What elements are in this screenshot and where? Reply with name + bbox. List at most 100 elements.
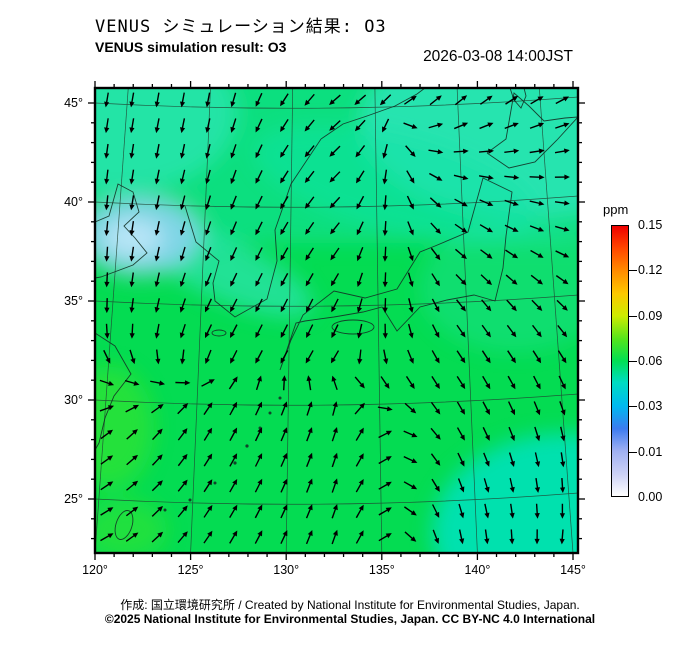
wind-arrow (428, 122, 444, 129)
wind-arrow (509, 478, 515, 493)
wind-arrow (429, 197, 442, 208)
wind-arrow (229, 530, 238, 544)
wind-arrow (330, 247, 340, 261)
wind-arrow (482, 427, 490, 441)
wind-arrow (405, 145, 416, 157)
wind-arrow (530, 274, 543, 285)
wind-arrow (508, 426, 515, 442)
wind-arrow (355, 427, 364, 441)
wind-arrow (304, 145, 315, 158)
wind-arrow (179, 246, 186, 262)
wind-arrow (560, 478, 566, 493)
wind-arrow (355, 479, 364, 493)
wind-arrow (100, 481, 114, 491)
wind-arrow (330, 350, 340, 364)
wind-arrow (177, 403, 189, 415)
wind-arrow (430, 247, 441, 261)
wind-arrow (457, 478, 465, 493)
x-tick-label: 130° (273, 563, 300, 577)
wind-arrow (104, 118, 110, 134)
wind-arrow (430, 453, 441, 466)
wind-arrow (126, 480, 139, 491)
wind-arrow (534, 529, 540, 545)
wind-arrow (254, 504, 263, 519)
wind-arrow (154, 143, 160, 159)
wind-arrow (380, 376, 390, 389)
wind-arrow (155, 349, 161, 365)
wind-arrow (554, 148, 570, 154)
wind-arrow (458, 529, 465, 545)
wind-arrow (429, 95, 442, 106)
wind-arrow (329, 171, 341, 183)
wind-arrow (230, 195, 237, 210)
wind-arrow (506, 324, 517, 338)
colorbar-tick-label: 0.09 (638, 308, 663, 323)
wind-arrow (151, 480, 163, 492)
wind-arrow (154, 246, 160, 262)
wind-arrow (357, 323, 363, 339)
wind-arrow (124, 380, 140, 386)
page-title-english: VENUS simulation result: O3 (95, 39, 287, 55)
wind-arrow (205, 324, 213, 339)
wind-arrow (125, 532, 139, 542)
wind-arrow (404, 506, 417, 516)
wind-arrow (332, 401, 338, 416)
wind-arrow (555, 275, 569, 285)
wind-arrow (555, 122, 570, 129)
wind-arrow (432, 504, 440, 518)
wind-arrow (177, 453, 188, 467)
wind-arrow (378, 507, 392, 516)
colorbar-tick-label: 0.01 (638, 444, 663, 459)
wind-arrow (125, 404, 139, 413)
wind-arrow (407, 272, 414, 288)
wind-arrow (305, 504, 313, 519)
wind-arrow (177, 479, 188, 492)
wind-arrow (205, 92, 211, 108)
y-tick-label: 30° (64, 393, 83, 407)
wind-arrow (529, 200, 545, 206)
wind-arrow (354, 119, 366, 132)
o3-heatmap-canvas (88, 81, 585, 560)
wind-arrow (431, 478, 440, 492)
wind-arrow (205, 246, 212, 262)
wind-arrow (280, 273, 289, 287)
wind-arrow (560, 452, 566, 468)
wind-arrow (154, 195, 160, 211)
wind-arrow (456, 376, 466, 390)
wind-arrow (529, 122, 545, 129)
wind-arrow (306, 427, 313, 442)
wind-arrow (129, 169, 135, 185)
colorbar-tick-label: 0.12 (638, 263, 663, 278)
wind-arrow (404, 402, 417, 414)
wind-arrow (305, 530, 313, 545)
page-title-japanese: VENUS シミュレーション結果: O3 (95, 17, 387, 37)
wind-arrow (104, 195, 110, 211)
wind-arrow (559, 503, 565, 519)
wind-arrow (403, 430, 418, 438)
wind-arrow (331, 324, 339, 339)
wind-arrow (479, 148, 494, 154)
wind-arrow (305, 247, 314, 261)
wind-arrow (306, 452, 313, 467)
wind-arrow (480, 95, 493, 105)
wind-arrow (104, 323, 110, 339)
wind-arrow (458, 503, 465, 519)
wind-arrow (555, 225, 570, 232)
wind-arrow (403, 481, 418, 490)
wind-arrow (504, 148, 520, 154)
wind-arrow (255, 118, 263, 133)
wind-arrow (255, 324, 263, 338)
wind-arrow (177, 505, 188, 518)
wind-arrow (557, 350, 567, 364)
wind-arrow (280, 221, 289, 235)
wind-arrow (534, 426, 541, 442)
wind-arrow (504, 122, 519, 129)
wind-arrow (281, 375, 287, 391)
wind-arrow (378, 481, 392, 490)
wind-arrow (151, 404, 164, 414)
wind-arrow (533, 375, 541, 390)
wind-arrow (151, 454, 163, 466)
colorbar-tick-mark (629, 315, 637, 317)
wind-arrow (382, 144, 388, 159)
